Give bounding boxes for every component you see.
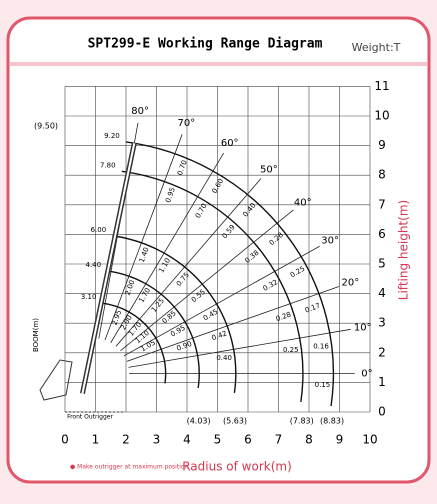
y-tick-label: 8 [378,168,386,182]
x-tick-label: 1 [92,433,100,447]
boom-core [81,143,136,394]
working-arc [107,270,200,389]
load-value: 0.25 [283,346,299,354]
y-tick-label: 7 [378,197,386,211]
x-tick-label: 0 [61,433,69,447]
angle-line [104,134,183,341]
radius-label: (7.83) [290,417,314,426]
working-arc [125,141,335,407]
angle-line [126,286,340,362]
title-rule [10,62,427,66]
y-tick-label: 10 [374,109,389,123]
radius-label: (4.03) [187,417,211,426]
radius-label: (8.83) [320,417,344,426]
angle-label: 30° [321,235,339,246]
y-tick-label: 2 [378,345,386,359]
angle-line [120,209,294,351]
angle-label: 60° [221,138,239,149]
x-tick-label: 10 [362,433,377,447]
angle-label: 50° [260,164,278,175]
boom-length: 4.40 [86,261,102,269]
note: ● Make outrigger at maximum position [70,464,189,471]
angle-line [115,178,262,347]
load-value: 0.40 [216,354,232,362]
boom-length: 7.80 [100,161,116,169]
weight-unit: Weight:T [352,41,401,54]
x-tick-label: 3 [153,433,161,447]
x-tick-label: 6 [244,433,252,447]
angle-label: 0° [361,369,372,380]
angle-label: 10° [354,322,372,333]
boom-label: BOOM(m) [32,318,40,352]
y-tick-label: 6 [378,227,386,241]
x-tick-label: 4 [183,433,191,447]
boom-length: 9.20 [104,132,120,140]
angle-label: 80° [131,106,149,117]
angle-line [128,328,351,368]
load-value: 0.15 [315,381,331,389]
radius-label: (5.63) [223,417,247,426]
x-tick-label: 5 [214,433,222,447]
angle-line [123,245,320,357]
angle-label: 40° [294,197,312,208]
load-value: 0.16 [313,342,329,350]
y-tick-label: 5 [378,257,386,271]
angle-label: 20° [342,277,360,288]
y-tick-label: 9 [378,138,386,152]
y-tick-label: 3 [378,316,386,330]
y-tick-label: 0 [378,405,386,419]
working-arc [102,302,167,384]
boom-length: 6.00 [91,226,107,234]
x-tick-label: 7 [275,433,283,447]
y-tick-label: 1 [378,375,386,389]
x-axis-label: Radius of work(m) [182,460,292,474]
angle-label: 70° [177,118,195,129]
boom-length: 3.10 [81,293,97,301]
y-axis-label: Lifting height(m) [397,200,411,300]
card [6,16,431,484]
working-arc [112,235,237,393]
working-arc [121,170,304,403]
outrigger-label: Front Outrigger [67,414,113,421]
y-tick-label: 4 [378,286,386,300]
x-tick-label: 9 [336,433,344,447]
x-tick-label: 2 [122,433,130,447]
x-tick-label: 8 [305,433,313,447]
angle-line [110,152,224,343]
title: SPT299-E Working Range Diagram [88,37,323,52]
y-tick-label: 11 [374,79,389,93]
boom-alt: (9.50) [34,122,58,131]
